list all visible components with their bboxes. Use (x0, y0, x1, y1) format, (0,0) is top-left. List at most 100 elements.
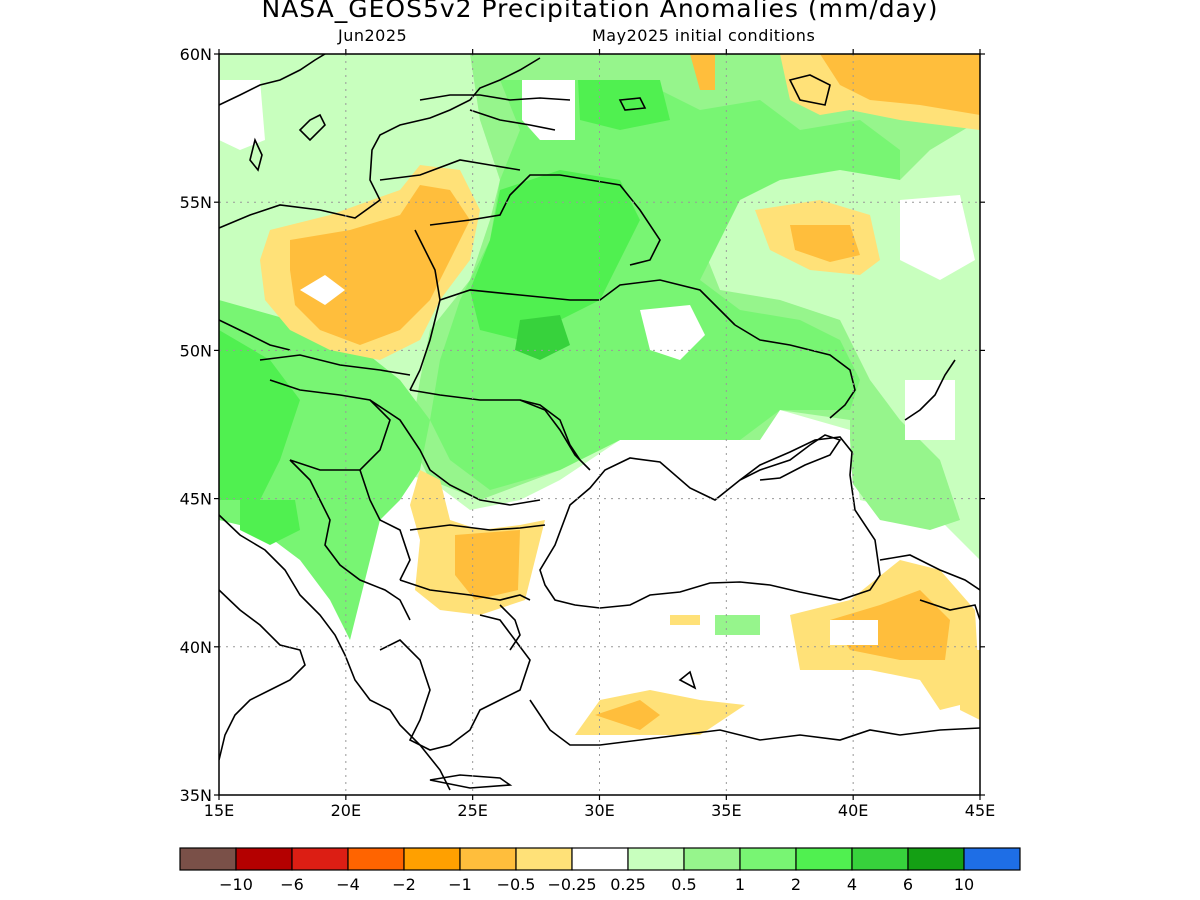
border-ukraine-russia (734, 324, 856, 419)
lat-tick-label: 35N (180, 786, 212, 805)
border-hungary (269, 379, 391, 471)
colorbar-label: −10 (219, 875, 253, 894)
axes: 15E 20E 25E 30E 35E 40E 45E 35N 40N 45N 50N 55N 60N (180, 45, 996, 820)
lon-tick-label: 40E (838, 801, 868, 820)
volga-river (904, 359, 956, 421)
colorbar-swatch (403, 847, 461, 871)
azov-coast (739, 434, 842, 481)
white-gap-east (900, 195, 975, 280)
colorbar-swatch (515, 847, 573, 871)
colorbar-label: −4 (336, 875, 360, 894)
colorbar-swatch (963, 847, 1021, 871)
oland (249, 137, 263, 172)
border-serbia (359, 469, 411, 581)
colorbar-swatch (235, 847, 293, 871)
border-czech (219, 319, 291, 351)
border-moldova (519, 399, 581, 461)
colorbar-swatch (739, 847, 797, 871)
colorbar-swatch (795, 847, 853, 871)
russia-north-dry-core (820, 54, 980, 115)
colorbar-label: −2 (392, 875, 416, 894)
colorbar-swatch (459, 847, 517, 871)
greece-coast (379, 614, 531, 751)
colorbar-swatch (907, 847, 965, 871)
lake-ladoga (618, 97, 647, 111)
hungary-wet (219, 330, 300, 500)
turkey-far-east-dry (960, 650, 980, 720)
black-sea-coast (539, 436, 881, 609)
black-sea (540, 430, 880, 620)
sweden-coast (219, 54, 326, 106)
lon-tick-label: 30E (584, 801, 614, 820)
border-lithuania (379, 159, 521, 181)
colorbar-label: −1 (448, 875, 472, 894)
crete (429, 774, 513, 789)
colorbar-label: 1 (735, 875, 745, 894)
lon-tick-label: 20E (331, 801, 361, 820)
white-gap-north (522, 80, 575, 140)
turkey-west-dry (575, 690, 745, 735)
border-belarus (429, 174, 661, 266)
colorbar-label: −0.25 (547, 875, 596, 894)
lon-tick-label: 35E (711, 801, 741, 820)
border-balkans (289, 459, 411, 621)
colorbar-label: 0.25 (610, 875, 646, 894)
border-turkey-europe (499, 604, 521, 651)
colorbar-swatch (683, 847, 741, 871)
italy-coast (219, 589, 306, 761)
border-latvia-estonia (469, 109, 556, 131)
coastlines-borders (219, 54, 980, 791)
rybinsk-lake (788, 74, 831, 106)
gotland (298, 113, 326, 142)
border-poland-ukraine (409, 229, 441, 391)
colorbar-swatch (347, 847, 405, 871)
lon-tick-label: 45E (965, 801, 995, 820)
adriatic-coast (219, 514, 451, 791)
graticule (219, 54, 980, 795)
white-gap-ukraine (640, 305, 705, 360)
colorbar-swatch (627, 847, 685, 871)
turkey-east-white (830, 620, 878, 645)
colorbar: −10 −6 −4 −2 −1 −0.5 −0.25 0.25 0.5 1 2 4 6 10 (179, 847, 1021, 894)
border-turkey-east (919, 599, 980, 621)
gulf-finland (419, 94, 571, 101)
cyprus-area (678, 670, 697, 690)
lat-tick-label: 45N (180, 490, 212, 509)
border-ukraine-south (409, 389, 591, 471)
map-title: NASA_GEOS5v2 Precipitation Anomalies (mm… (261, 0, 939, 23)
lon-tick-label: 25E (457, 801, 487, 820)
white-gap-volga (905, 380, 955, 440)
colorbar-label: 6 (903, 875, 913, 894)
lat-tick-label: 50N (180, 341, 212, 360)
border-slovakia (259, 354, 411, 376)
wet-north-strip (578, 80, 670, 130)
colorbar-label: 0.5 (671, 875, 696, 894)
lat-tick-label: 55N (180, 193, 212, 212)
forecast-month: Jun2025 (338, 26, 408, 45)
border-ukraine-north (439, 279, 736, 326)
wet-core (515, 315, 570, 360)
bulgaria-dry-core (455, 530, 520, 600)
border-romania (369, 399, 541, 506)
baltic-coast (219, 57, 541, 229)
colorbar-label: −0.5 (497, 875, 536, 894)
poland-dry-core (290, 185, 470, 345)
small-dry-pontic (670, 615, 700, 625)
initial-conditions: May2025 initial conditions (592, 26, 816, 45)
colorbar-label: 2 (791, 875, 801, 894)
lat-tick-label: 60N (180, 45, 212, 64)
colorbar-label: 4 (847, 875, 857, 894)
central-ukraine-wet (470, 170, 640, 340)
colorbar-swatch (571, 847, 629, 871)
small-wet-pontic (715, 615, 760, 635)
turkey-south-coast (529, 699, 980, 746)
border-russia-caucasus (879, 554, 980, 591)
small-dry-north (690, 54, 715, 90)
croatia-wet (240, 500, 300, 545)
colorbar-swatch (179, 847, 237, 871)
north-west-white (219, 80, 265, 150)
colorbar-label: 10 (954, 875, 974, 894)
lon-tick-label: 15E (204, 801, 234, 820)
border-bulgaria (399, 579, 531, 601)
